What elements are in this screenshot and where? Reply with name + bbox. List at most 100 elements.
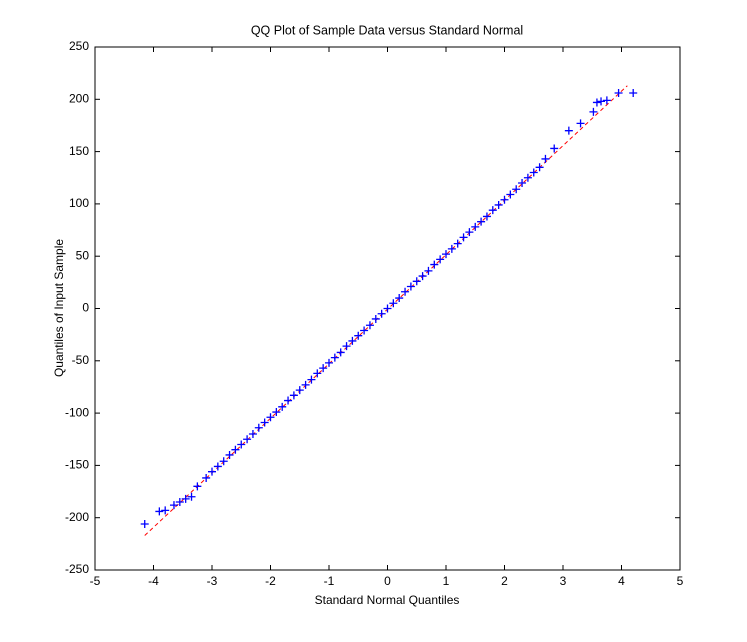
point bbox=[360, 326, 369, 335]
point bbox=[512, 185, 521, 194]
point bbox=[155, 507, 164, 516]
point bbox=[518, 178, 527, 187]
point bbox=[459, 233, 468, 242]
point bbox=[592, 98, 601, 107]
point bbox=[254, 423, 263, 432]
point bbox=[477, 217, 486, 226]
point bbox=[500, 195, 509, 204]
point bbox=[181, 494, 190, 503]
point bbox=[471, 222, 480, 231]
point bbox=[169, 501, 178, 510]
point bbox=[319, 364, 328, 373]
point bbox=[354, 331, 363, 340]
x-tick-label: -4 bbox=[148, 574, 159, 588]
point bbox=[237, 440, 246, 449]
y-tick-label: 150 bbox=[69, 144, 89, 158]
x-tick-label: -2 bbox=[265, 574, 276, 588]
y-tick-label: 100 bbox=[69, 196, 89, 210]
point bbox=[202, 473, 211, 482]
x-tick-label: -5 bbox=[90, 574, 101, 588]
point bbox=[418, 272, 427, 281]
point bbox=[140, 519, 149, 528]
point bbox=[465, 228, 474, 237]
point bbox=[289, 391, 298, 400]
point bbox=[295, 386, 304, 395]
point bbox=[231, 445, 240, 454]
x-tick-label: -3 bbox=[207, 574, 218, 588]
point bbox=[161, 506, 170, 515]
point bbox=[248, 430, 257, 439]
point bbox=[589, 107, 598, 116]
point bbox=[348, 336, 357, 345]
point bbox=[614, 89, 623, 98]
point bbox=[225, 450, 234, 459]
point bbox=[175, 498, 184, 507]
point bbox=[412, 277, 421, 286]
y-tick-label: -100 bbox=[65, 405, 89, 419]
x-tick-label: 5 bbox=[677, 574, 684, 588]
point bbox=[541, 154, 550, 163]
point bbox=[330, 353, 339, 362]
point bbox=[436, 255, 445, 264]
y-tick-label: -150 bbox=[65, 458, 89, 472]
point bbox=[313, 369, 322, 378]
point bbox=[325, 358, 333, 367]
point bbox=[488, 206, 497, 215]
point bbox=[482, 212, 491, 221]
point bbox=[266, 413, 275, 422]
x-tick-label: 3 bbox=[560, 574, 567, 588]
point bbox=[602, 96, 611, 105]
point bbox=[523, 173, 532, 182]
point bbox=[494, 200, 503, 209]
point bbox=[576, 119, 585, 128]
y-axis-label: Quantiles of Input Sample bbox=[52, 239, 66, 377]
point bbox=[389, 299, 398, 308]
chart-title: QQ Plot of Sample Data versus Standard N… bbox=[251, 23, 523, 37]
y-tick-label: 200 bbox=[69, 91, 89, 105]
point bbox=[629, 89, 638, 98]
point bbox=[535, 163, 544, 172]
point bbox=[187, 492, 196, 501]
x-tick-label: 2 bbox=[501, 574, 508, 588]
y-tick-label: 0 bbox=[82, 301, 89, 315]
point bbox=[506, 190, 515, 199]
point bbox=[208, 467, 216, 476]
point bbox=[401, 287, 410, 296]
point bbox=[371, 314, 380, 323]
point bbox=[365, 321, 374, 330]
y-tick-label: -200 bbox=[65, 510, 89, 524]
point bbox=[278, 402, 287, 411]
x-tick-label: 4 bbox=[618, 574, 625, 588]
x-axis-label: Standard Normal Quantiles bbox=[315, 593, 460, 607]
point bbox=[395, 294, 404, 303]
point bbox=[260, 418, 269, 427]
point bbox=[430, 260, 439, 269]
point bbox=[442, 250, 450, 259]
point bbox=[447, 244, 456, 253]
y-tick-label: 50 bbox=[76, 248, 90, 262]
point bbox=[424, 266, 433, 275]
point bbox=[383, 304, 392, 313]
point bbox=[243, 435, 252, 444]
point bbox=[272, 408, 281, 417]
point bbox=[213, 462, 222, 471]
point bbox=[193, 482, 202, 491]
point bbox=[406, 282, 415, 291]
y-tick-label: 250 bbox=[69, 39, 89, 53]
point bbox=[550, 144, 559, 153]
point bbox=[284, 396, 293, 405]
point bbox=[342, 342, 351, 351]
x-tick-label: -1 bbox=[324, 574, 335, 588]
point bbox=[307, 375, 316, 384]
point bbox=[219, 457, 228, 466]
point bbox=[529, 168, 538, 177]
reference-line bbox=[144, 85, 628, 536]
point bbox=[597, 97, 606, 106]
point bbox=[377, 309, 386, 318]
point bbox=[301, 380, 310, 389]
y-tick-label: -50 bbox=[72, 353, 90, 367]
point bbox=[564, 126, 573, 135]
point bbox=[453, 239, 462, 248]
